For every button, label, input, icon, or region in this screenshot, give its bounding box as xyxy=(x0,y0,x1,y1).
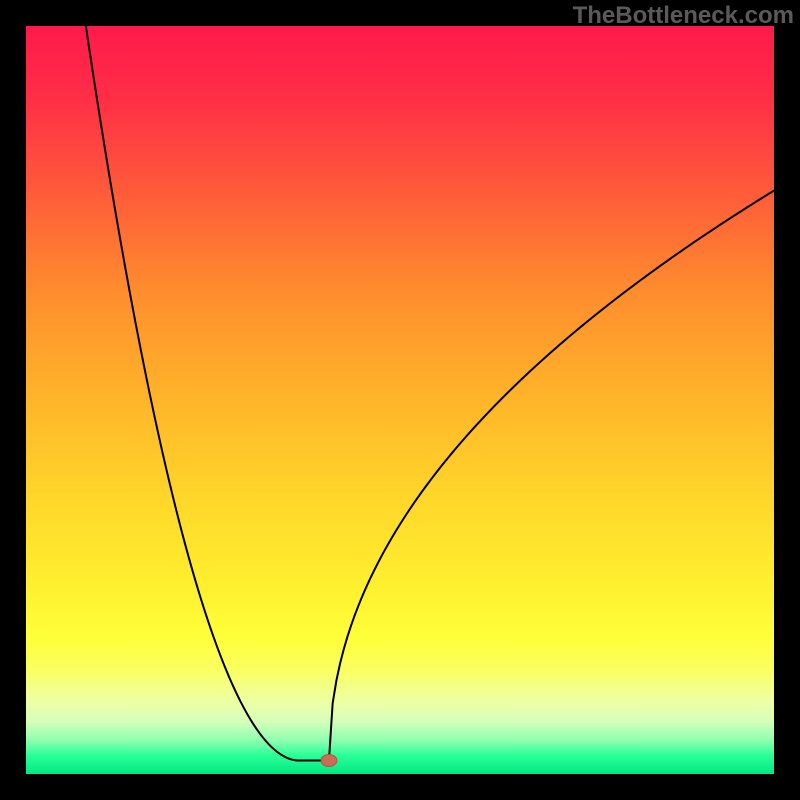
gradient-background xyxy=(26,26,774,774)
chart-svg xyxy=(26,26,774,774)
minimum-marker xyxy=(321,755,337,767)
plot-area xyxy=(26,26,774,774)
watermark-text: TheBottleneck.com xyxy=(573,2,794,30)
chart-frame: TheBottleneck.com xyxy=(0,0,800,800)
